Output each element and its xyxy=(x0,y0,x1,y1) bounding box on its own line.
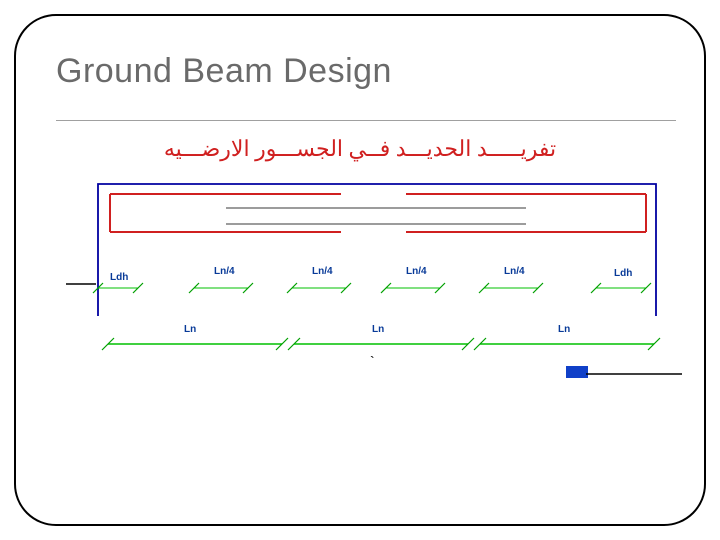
svg-text:Ln: Ln xyxy=(372,324,384,335)
page-title: Ground Beam Design xyxy=(56,52,392,91)
svg-text:Ln/4: Ln/4 xyxy=(406,266,427,277)
diagram-canvas: Ldh Ln/4 Ln/4 Ln/4 Ln/4 Ldh Ln Ln Ln ` xyxy=(66,176,686,416)
beam-diagram: Ldh Ln/4 Ln/4 Ln/4 Ln/4 Ldh Ln Ln Ln ` xyxy=(66,176,686,416)
svg-text:Ln/4: Ln/4 xyxy=(214,266,235,277)
rounded-frame: Ground Beam Design تفريـــــد الحديـــد … xyxy=(14,14,706,526)
arabic-subtitle: تفريـــــد الحديـــد فــي الجســـور الار… xyxy=(16,136,704,162)
svg-text:Ln/4: Ln/4 xyxy=(312,266,333,277)
title-underline xyxy=(56,120,676,121)
svg-text:Ln/4: Ln/4 xyxy=(504,266,525,277)
svg-text:Ldh: Ldh xyxy=(110,272,128,283)
svg-text:`: ` xyxy=(370,353,375,369)
svg-text:Ln: Ln xyxy=(184,324,196,335)
svg-text:Ln: Ln xyxy=(558,324,570,335)
svg-text:Ldh: Ldh xyxy=(614,268,632,279)
